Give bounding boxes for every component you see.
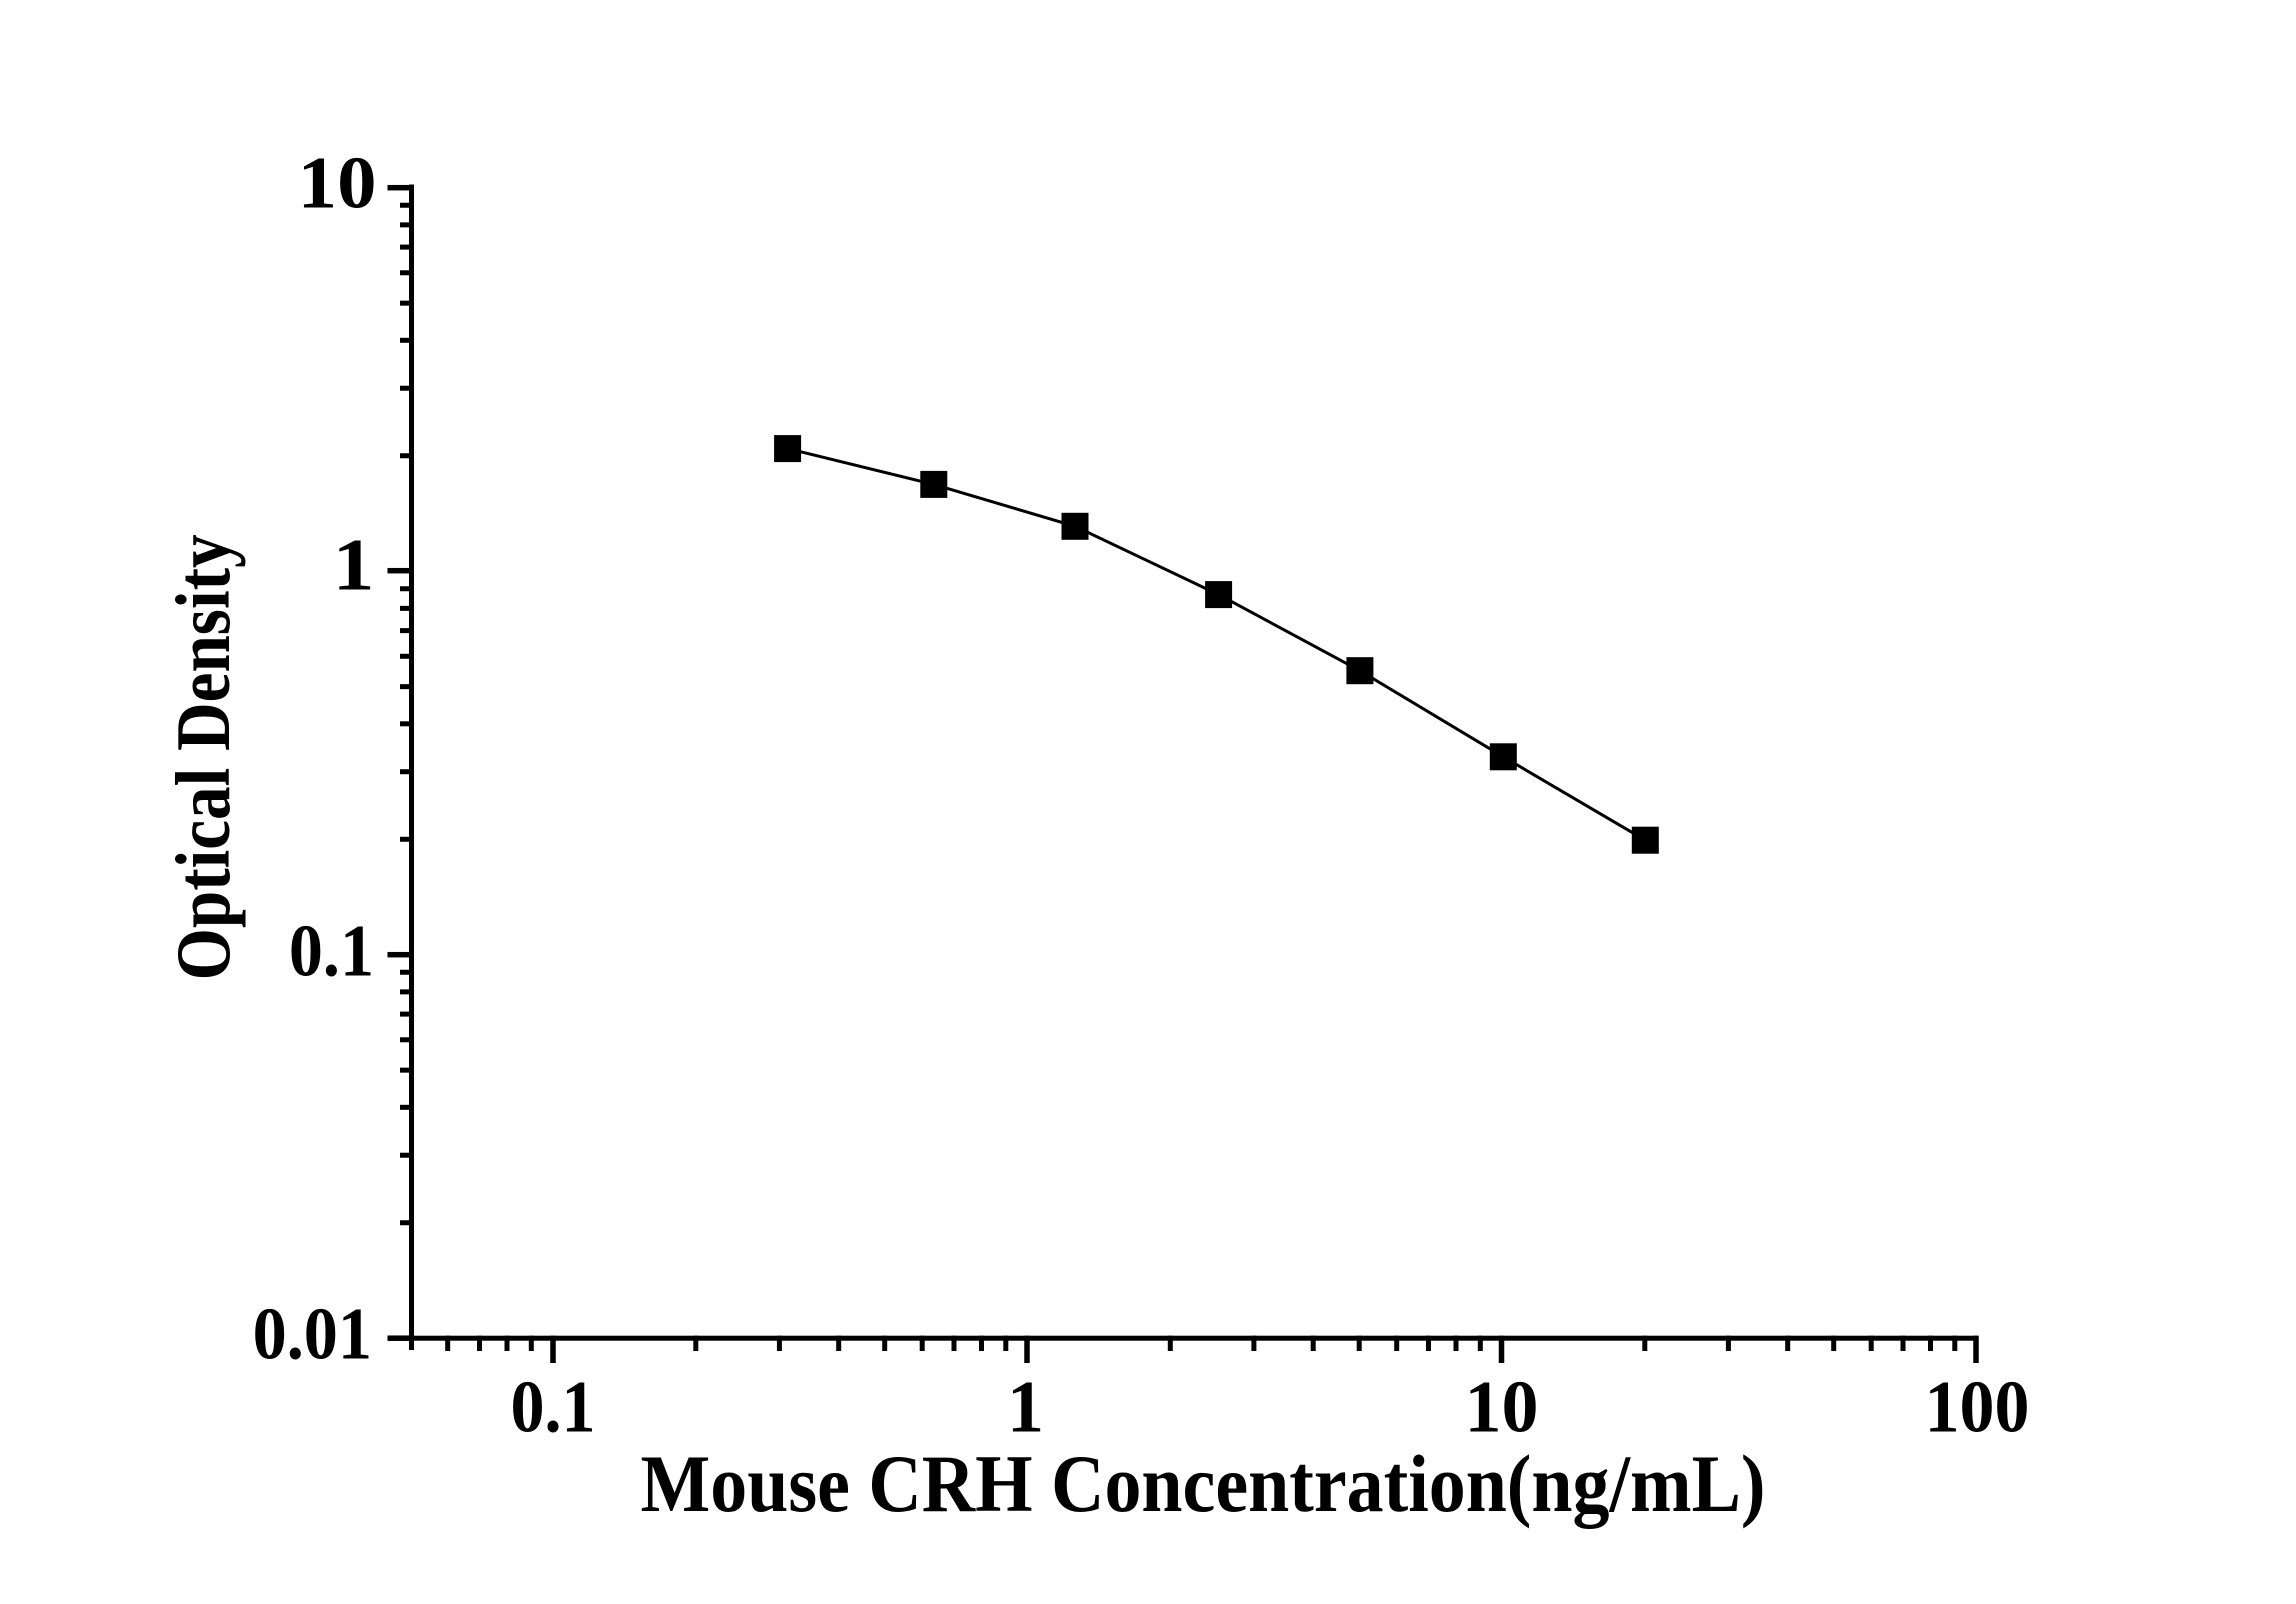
svg-text:10: 10 [298, 143, 377, 225]
svg-text:Mouse CRH Concentration(ng/mL): Mouse CRH Concentration(ng/mL) [641, 1438, 1766, 1529]
svg-text:10: 10 [1465, 1367, 1539, 1449]
svg-text:1: 1 [1007, 1367, 1044, 1449]
svg-text:0.1: 0.1 [289, 911, 374, 993]
svg-text:1: 1 [333, 525, 375, 607]
svg-text:100: 100 [1925, 1367, 2030, 1449]
svg-text:Optical Density: Optical Density [160, 534, 246, 980]
svg-text:0.01: 0.01 [253, 1294, 372, 1376]
svg-text:0.1: 0.1 [510, 1367, 595, 1449]
